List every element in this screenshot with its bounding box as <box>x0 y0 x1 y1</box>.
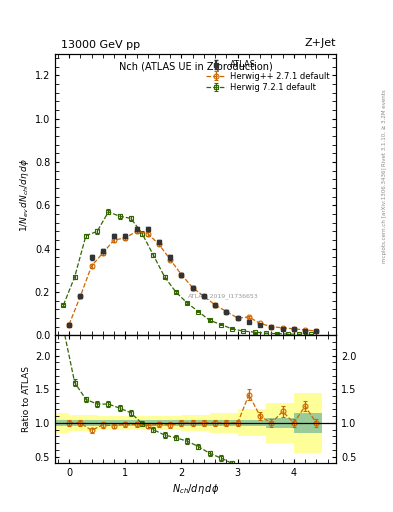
Bar <box>153 419 182 426</box>
Bar <box>182 415 209 431</box>
Bar <box>125 419 153 426</box>
Text: ATLAS_2019_I1736653: ATLAS_2019_I1736653 <box>188 293 259 299</box>
Bar <box>41 413 69 433</box>
X-axis label: $N_{ch}/d\eta\,d\phi$: $N_{ch}/d\eta\,d\phi$ <box>172 482 219 497</box>
Bar <box>153 416 182 430</box>
Y-axis label: Ratio to ATLAS: Ratio to ATLAS <box>22 367 31 432</box>
Bar <box>182 419 209 426</box>
Bar <box>97 416 125 430</box>
Bar <box>41 419 69 426</box>
Y-axis label: $1/N_{ev}\,dN_{ch}/d\eta\,d\phi$: $1/N_{ev}\,dN_{ch}/d\eta\,d\phi$ <box>18 158 31 231</box>
Bar <box>266 403 294 443</box>
Bar <box>238 410 266 436</box>
Bar <box>69 419 97 426</box>
Bar <box>69 415 97 431</box>
Bar <box>238 419 266 426</box>
Bar <box>209 419 238 426</box>
Text: Z+Jet: Z+Jet <box>305 38 336 48</box>
Text: Nch (ATLAS UE in Z production): Nch (ATLAS UE in Z production) <box>119 62 272 72</box>
Text: Rivet 3.1.10, ≥ 3.2M events: Rivet 3.1.10, ≥ 3.2M events <box>382 90 387 166</box>
Bar <box>125 416 153 430</box>
Bar <box>294 393 322 453</box>
Bar <box>294 413 322 433</box>
Legend: ATLAS, Herwig++ 2.7.1 default, Herwig 7.2.1 default: ATLAS, Herwig++ 2.7.1 default, Herwig 7.… <box>203 58 332 94</box>
Text: 13000 GeV pp: 13000 GeV pp <box>61 40 140 50</box>
Bar <box>209 413 238 433</box>
Bar <box>97 419 125 426</box>
Text: mcplots.cern.ch [arXiv:1306.3436]: mcplots.cern.ch [arXiv:1306.3436] <box>382 167 387 263</box>
Bar <box>266 418 294 429</box>
